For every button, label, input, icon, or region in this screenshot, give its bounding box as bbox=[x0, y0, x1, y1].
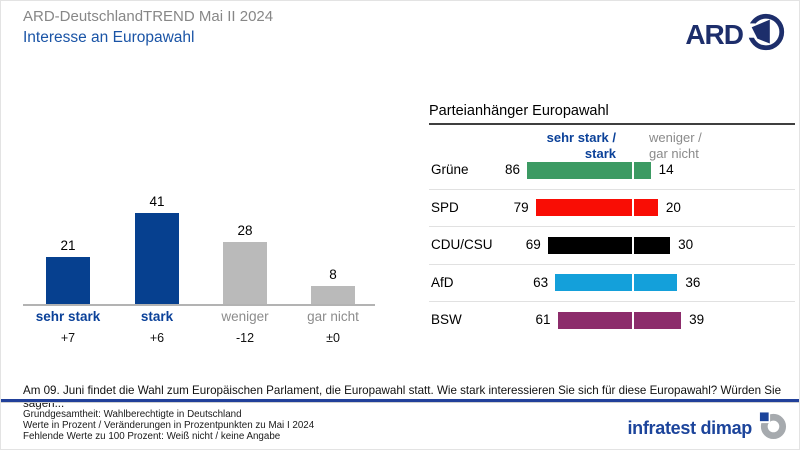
panel-rule bbox=[429, 123, 795, 125]
change-label: +6 bbox=[149, 331, 165, 345]
bar-gar-nicht bbox=[311, 286, 355, 304]
party-row-afd: AfD 63 36 bbox=[429, 265, 795, 302]
segment-weak bbox=[633, 161, 651, 179]
bar-value-label: 8 bbox=[329, 267, 337, 283]
infratest-dimap-text: infratest dimap bbox=[627, 417, 752, 438]
category-label: sehr stark bbox=[35, 309, 101, 324]
segment-weak bbox=[633, 274, 678, 291]
party-label: AfD bbox=[431, 274, 454, 290]
segment-strong bbox=[535, 199, 632, 216]
segment-weak bbox=[633, 199, 658, 216]
divider-rule bbox=[1, 399, 799, 403]
bar-weniger bbox=[223, 241, 267, 304]
value-weak: 36 bbox=[685, 274, 701, 290]
kicker-title: ARD-DeutschlandTREND Mai II 2024 bbox=[23, 8, 274, 25]
party-row-cdu-csu: CDU/CSU 69 30 bbox=[429, 227, 795, 265]
change-label: +7 bbox=[60, 331, 76, 345]
bar-value-label: 41 bbox=[149, 193, 165, 209]
footer-line: Grundgesamtheit: Wahlberechtigte in Deut… bbox=[23, 409, 242, 420]
ard-logo-text: ARD bbox=[685, 18, 744, 50]
bar-stark bbox=[135, 212, 179, 304]
footer-line: Werte in Prozent / Veränderungen in Proz… bbox=[23, 420, 315, 431]
party-label: Grüne bbox=[431, 162, 469, 177]
footer-notes: Grundgesamtheit: Wahlberechtigte in Deut… bbox=[23, 409, 314, 442]
segment-weak bbox=[633, 311, 682, 329]
party-label: CDU/CSU bbox=[431, 237, 493, 252]
category-label: stark bbox=[140, 309, 174, 324]
value-weak: 30 bbox=[678, 237, 694, 252]
category-label: weniger bbox=[221, 309, 269, 324]
value-strong: 63 bbox=[533, 274, 549, 290]
value-strong: 61 bbox=[535, 312, 551, 327]
value-strong: 79 bbox=[513, 199, 529, 215]
ard-logo: ARD bbox=[685, 11, 787, 58]
segment-strong bbox=[555, 274, 632, 291]
party-label: BSW bbox=[431, 312, 462, 327]
interest-bar-chart: 21 41 28 8 bbox=[23, 191, 375, 306]
value-strong: 69 bbox=[525, 237, 541, 252]
footer-line: Fehlende Werte zu 100 Prozent: Weiß nich… bbox=[23, 431, 281, 442]
ard-one-icon bbox=[745, 11, 787, 58]
party-rows: Grüne 86 14 SPD 79 20 CDU/CSU 69 30 AfD 63 36 BSW 61 3… bbox=[429, 152, 795, 339]
value-weak: 39 bbox=[689, 312, 705, 327]
change-label: -12 bbox=[235, 331, 255, 345]
party-row-bsw: BSW 61 39 bbox=[429, 302, 795, 339]
infratest-dimap-logo: infratest dimap bbox=[627, 411, 787, 445]
category-label: gar nicht bbox=[307, 309, 359, 324]
segment-strong bbox=[557, 311, 632, 329]
segment-strong bbox=[527, 161, 632, 179]
party-label: SPD bbox=[431, 199, 459, 215]
page-title: Interesse an Europawahl bbox=[23, 29, 195, 46]
party-row-grüne: Grüne 86 14 bbox=[429, 152, 795, 190]
bar-value-label: 28 bbox=[237, 222, 253, 238]
party-row-spd: SPD 79 20 bbox=[429, 190, 795, 227]
party-chart-title: Parteianhänger Europawahl bbox=[429, 103, 609, 119]
value-strong: 86 bbox=[505, 162, 521, 177]
column-header-strong: sehr stark / stark bbox=[546, 130, 616, 161]
value-weak: 14 bbox=[658, 162, 674, 177]
party-chart-panel: Parteianhänger Europawahl sehr stark / s… bbox=[429, 99, 795, 339]
survey-question: Am 09. Juni findet die Wahl zum Europäis… bbox=[23, 384, 782, 410]
change-label: ±0 bbox=[326, 331, 340, 345]
bar-sehr-stark bbox=[46, 257, 90, 304]
bar-value-label: 21 bbox=[60, 238, 76, 254]
column-header-weak: weniger / gar nicht bbox=[649, 130, 702, 161]
segment-strong bbox=[547, 236, 632, 254]
value-weak: 20 bbox=[665, 199, 681, 215]
segment-weak bbox=[633, 236, 671, 254]
infratest-dimap-icon bbox=[758, 411, 787, 445]
